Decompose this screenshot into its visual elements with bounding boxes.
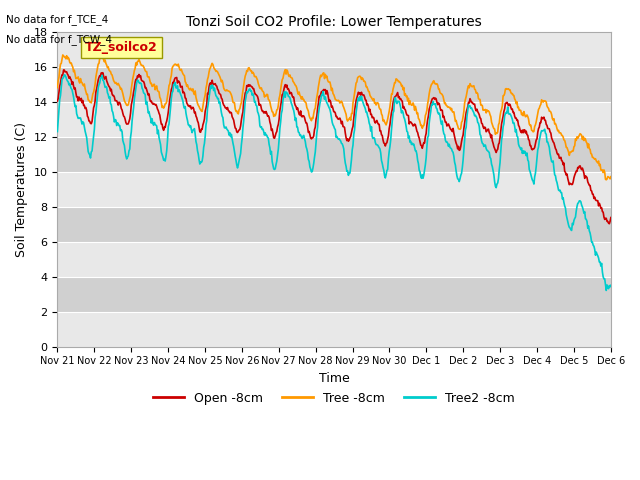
Text: No data for f_TCW_4: No data for f_TCW_4 bbox=[6, 34, 113, 45]
Y-axis label: Soil Temperatures (C): Soil Temperatures (C) bbox=[15, 121, 28, 257]
Text: No data for f_TCE_4: No data for f_TCE_4 bbox=[6, 14, 109, 25]
Text: TZ_soilco2: TZ_soilco2 bbox=[85, 41, 158, 54]
Bar bbox=[58, 241, 611, 276]
Bar bbox=[58, 276, 611, 312]
Bar bbox=[58, 67, 611, 102]
Bar bbox=[58, 207, 611, 241]
Bar bbox=[58, 137, 611, 172]
Title: Tonzi Soil CO2 Profile: Lower Temperatures: Tonzi Soil CO2 Profile: Lower Temperatur… bbox=[186, 15, 482, 29]
Legend: Open -8cm, Tree -8cm, Tree2 -8cm: Open -8cm, Tree -8cm, Tree2 -8cm bbox=[148, 387, 520, 410]
Bar bbox=[58, 32, 611, 67]
X-axis label: Time: Time bbox=[319, 372, 349, 385]
Bar bbox=[58, 312, 611, 347]
Bar bbox=[58, 172, 611, 207]
Bar bbox=[58, 102, 611, 137]
